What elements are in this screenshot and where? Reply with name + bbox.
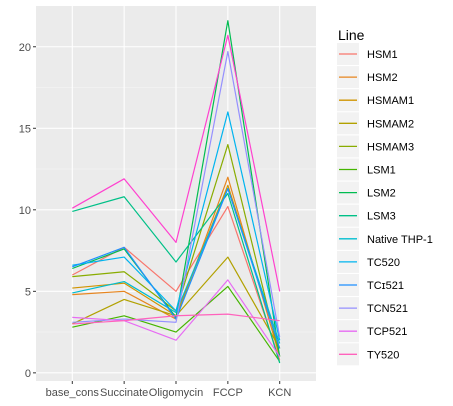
y-tick-label: 0 <box>25 368 31 380</box>
legend-title: Line <box>338 27 365 43</box>
legend-label: TC520 <box>367 257 400 269</box>
legend-label: LSM2 <box>367 188 396 200</box>
y-tick-label: 15 <box>19 123 31 135</box>
legend-label: Native THP-1 <box>367 234 433 246</box>
legend-item: HSM2 <box>337 66 398 89</box>
legend-label: TCN521 <box>367 303 408 315</box>
x-tick-label: FCCP <box>213 387 243 399</box>
legend-item: HSMAM2 <box>337 112 414 135</box>
legend-label: LSM1 <box>367 165 396 177</box>
y-axis: 0 5 10 15 20 <box>19 42 36 380</box>
series-line-tc520 <box>72 111 281 341</box>
legend-item: Native THP-1 <box>337 227 433 250</box>
series-line-hsm1 <box>72 205 281 360</box>
x-tick-label: Oligomycin <box>149 387 203 399</box>
series-line-lsm3 <box>72 192 281 364</box>
legend-item: TC520 <box>337 250 400 273</box>
x-tick-label: KCN <box>268 387 291 399</box>
legend-item: TCɪ521 <box>337 274 404 296</box>
series-line-tc-521 <box>72 188 281 349</box>
legend-item: LSM3 <box>337 204 396 227</box>
y-tick-label: 10 <box>19 205 31 217</box>
legend-item: HSM1 <box>337 43 398 65</box>
legend-label: LSM3 <box>367 211 396 223</box>
x-tick-label: Succinate <box>100 387 148 399</box>
series-line-lsm2 <box>72 20 281 357</box>
legend-label: TCɪ521 <box>367 280 404 292</box>
legend-label: HSMAM2 <box>367 118 414 130</box>
legend-label: TCP521 <box>367 326 407 338</box>
legend-label: TY520 <box>367 349 399 361</box>
legend-item: TY520 <box>337 343 399 366</box>
series-line-unlabeled <box>72 34 281 292</box>
legend: Line HSM1 HSM2 HSMAM1 HSMAM2 HSMAM3 LSM1 LSM2 L… <box>337 27 433 366</box>
x-axis: base_cons Succinate Oligomycin FCCP KCN <box>46 381 291 399</box>
series-line-tcp521 <box>72 279 281 357</box>
legend-item: HSMAM3 <box>337 135 414 158</box>
legend-label: HSM2 <box>367 72 398 84</box>
legend-item: TCN521 <box>337 297 408 320</box>
legend-label: HSMAM1 <box>367 95 414 107</box>
legend-item: HSMAM1 <box>337 89 414 112</box>
legend-label: HSMAM3 <box>367 141 414 153</box>
series-line-ty520 <box>72 313 280 325</box>
x-tick-label: base_cons <box>46 387 100 399</box>
legend-item: TCP521 <box>337 320 407 343</box>
legend-label: HSM1 <box>367 49 398 61</box>
series-lines <box>72 20 281 364</box>
legend-item: LSM1 <box>337 158 396 181</box>
y-tick-label: 5 <box>25 286 31 298</box>
y-tick-label: 20 <box>19 42 31 54</box>
legend-items: HSM1 HSM2 HSMAM1 HSMAM2 HSMAM3 LSM1 LSM2 LSM3 Na… <box>337 43 433 366</box>
legend-item: LSM2 <box>337 181 396 204</box>
